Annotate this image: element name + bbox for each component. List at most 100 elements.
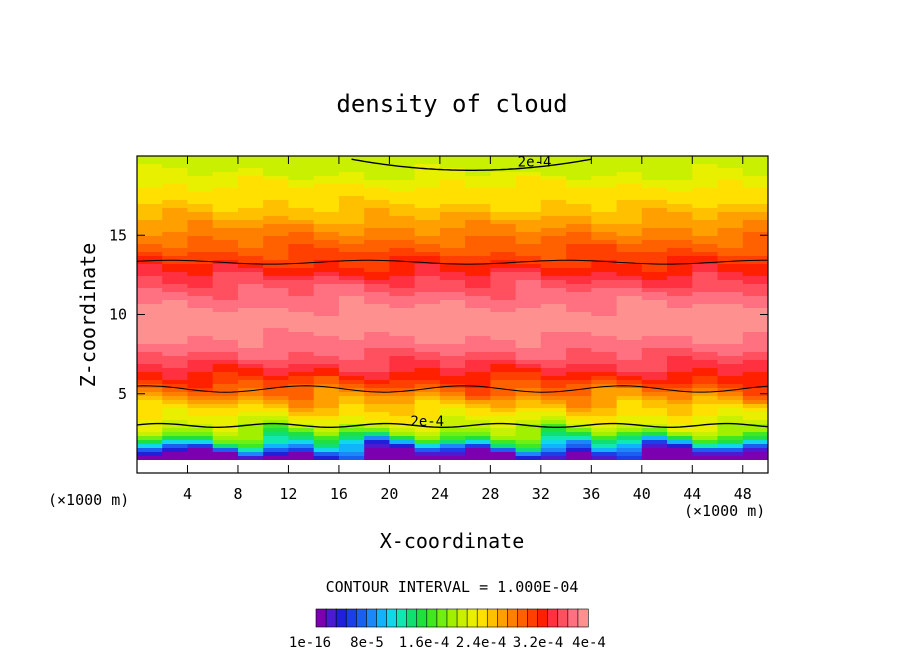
field-cell: [692, 168, 719, 173]
field-cell: [667, 372, 693, 377]
field-cell: [742, 380, 768, 385]
field-cell: [414, 348, 441, 353]
field-cell: [338, 240, 365, 245]
field-cell: [364, 388, 391, 393]
field-cell: [313, 344, 340, 349]
field-cell: [490, 468, 517, 473]
field-cell: [338, 204, 365, 209]
field-cell: [338, 336, 365, 341]
field-cell: [490, 240, 517, 245]
field-cell: [338, 460, 365, 465]
field-cell: [187, 212, 214, 217]
field-cell: [566, 388, 593, 393]
field-cell: [212, 300, 239, 305]
field-cell: [389, 340, 416, 345]
field-cell: [338, 304, 365, 309]
field-cell: [338, 344, 365, 349]
field-cell: [667, 208, 693, 213]
field-cell: [288, 316, 315, 321]
field-cell: [465, 268, 492, 273]
field-cell: [364, 188, 391, 193]
field-cell: [692, 388, 719, 393]
field-cell: [137, 272, 163, 277]
field-cell: [515, 428, 542, 433]
field-cell: [540, 304, 567, 309]
field-cell: [187, 244, 214, 249]
field-cell: [414, 256, 441, 261]
field-cell: [238, 232, 264, 237]
field-cell: [439, 252, 466, 257]
field-cell: [263, 420, 290, 425]
field-cell: [490, 348, 517, 353]
field-cell: [616, 164, 643, 169]
field-cell: [616, 264, 643, 269]
field-cell: [288, 408, 315, 413]
field-cell: [137, 224, 163, 229]
field-cell: [364, 328, 391, 333]
field-cell: [288, 244, 315, 249]
field-cell: [717, 176, 744, 181]
field-cell: [389, 448, 416, 453]
field-cell: [338, 248, 365, 253]
field-cell: [238, 304, 264, 309]
field-cell: [389, 440, 416, 445]
field-cell: [414, 420, 441, 425]
field-cell: [641, 216, 668, 221]
field-cell: [465, 380, 492, 385]
field-cell: [540, 316, 567, 321]
colorbar-swatch: [426, 608, 438, 628]
contour-interval-text: CONTOUR INTERVAL = 1.000E-04: [326, 578, 579, 596]
field-cell: [540, 404, 567, 409]
field-cell: [288, 168, 315, 173]
field-cell: [313, 256, 340, 261]
field-cell: [515, 416, 542, 421]
field-cell: [414, 252, 441, 257]
field-cell: [641, 288, 668, 293]
field-cell: [641, 184, 668, 189]
field-cell: [137, 172, 163, 177]
field-cell: [717, 324, 744, 329]
field-cell: [414, 284, 441, 289]
field-cell: [313, 300, 340, 305]
field-cell: [137, 292, 163, 297]
field-cell: [717, 296, 744, 301]
field-cell: [641, 320, 668, 325]
field-cell: [591, 240, 618, 245]
field-cell: [288, 348, 315, 353]
field-cell: [465, 236, 492, 241]
field-cell: [238, 164, 264, 169]
field-cell: [364, 340, 391, 345]
field-cell: [667, 216, 693, 221]
field-cell: [137, 216, 163, 221]
x-tick-label: 16: [330, 485, 348, 503]
field-cell: [540, 308, 567, 313]
field-cell: [338, 464, 365, 469]
field-cell: [238, 312, 264, 317]
field-cell: [515, 360, 542, 365]
field-cell: [717, 252, 744, 257]
field-cell: [212, 168, 239, 173]
field-cell: [313, 160, 340, 165]
field-cell: [717, 264, 744, 269]
field-cell: [540, 440, 567, 445]
field-cell: [641, 244, 668, 249]
field-cell: [515, 216, 542, 221]
field-cell: [137, 160, 163, 165]
field-cell: [742, 356, 768, 361]
field-cell: [212, 248, 239, 253]
field-cell: [616, 196, 643, 201]
field-cell: [742, 168, 768, 173]
field-cell: [364, 180, 391, 185]
field-cell: [641, 364, 668, 369]
field-cell: [465, 216, 492, 221]
field-cell: [414, 396, 441, 401]
field-cell: [515, 352, 542, 357]
field-cell: [717, 288, 744, 293]
field-cell: [364, 420, 391, 425]
field-cell: [187, 208, 214, 213]
field-cell: [414, 240, 441, 245]
field-cell: [288, 216, 315, 221]
field-cell: [490, 436, 517, 441]
field-cell: [364, 284, 391, 289]
field-cell: [313, 360, 340, 365]
